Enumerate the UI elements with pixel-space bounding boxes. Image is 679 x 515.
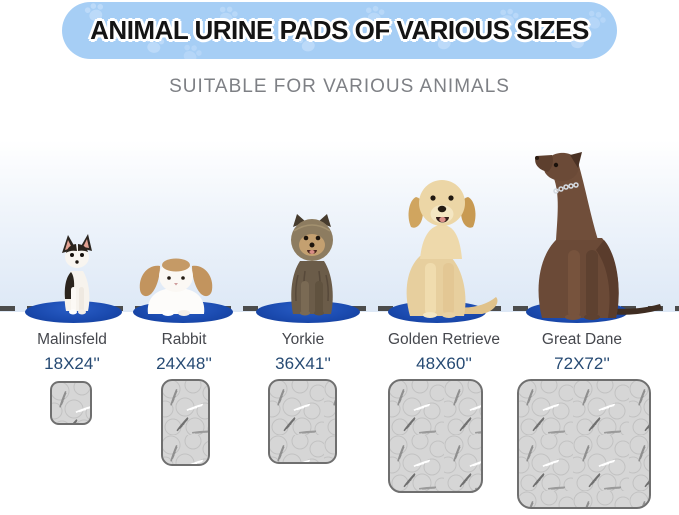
- animal-name: Golden Retrieve: [387, 331, 500, 348]
- title-banner: ANIMAL URINE PADS OF VARIOUS SIZES: [62, 2, 617, 59]
- animal-name: Malinsfeld: [37, 331, 107, 348]
- pad-preview-48x60: [388, 379, 483, 493]
- golden-retriever-image: [406, 180, 498, 318]
- pad-size-label: 72X72'': [554, 354, 610, 373]
- malinsfeld-image: [62, 234, 92, 315]
- pad-size-label: 48X60'': [416, 354, 472, 373]
- pad-preview-36x41: [268, 379, 337, 464]
- great-dane-image: [535, 152, 662, 320]
- animal-name: Yorkie: [281, 331, 325, 348]
- yorkie-image: [291, 214, 333, 316]
- pad-preview-24x48: [161, 379, 210, 466]
- subtitle: SUITABLE FOR VARIOUS ANIMALS: [169, 76, 510, 97]
- page-title: ANIMAL URINE PADS OF VARIOUS SIZES: [90, 15, 589, 45]
- pad-preview-18x24: [50, 381, 92, 425]
- animal-name: Rabbit: [161, 331, 207, 348]
- pad-size-label: 18X24'': [44, 354, 100, 373]
- pad-size-label: 36X41'': [275, 354, 331, 373]
- rabbit-image: [139, 258, 213, 316]
- pad-preview-72x72: [517, 379, 651, 509]
- pad-size-label: 24X48'': [156, 354, 212, 373]
- animal-name: Great Dane: [541, 331, 623, 348]
